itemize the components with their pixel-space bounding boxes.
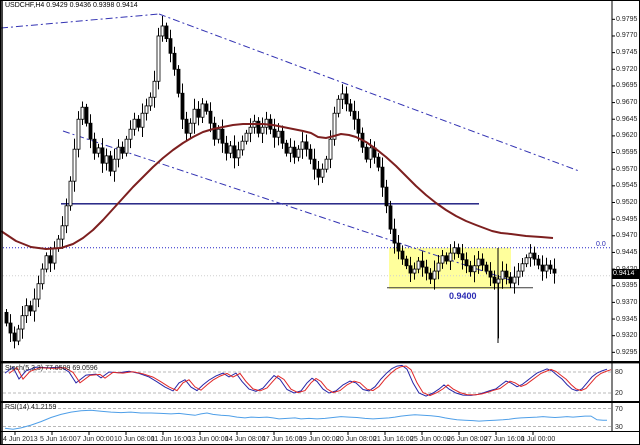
price-tick-label: 0.9670 — [616, 99, 638, 107]
time-axis-label: 20 Jun 08:00 — [336, 436, 377, 443]
price-tick-label: 0.9595 — [616, 149, 638, 157]
rsi-level-label: 70 — [615, 405, 623, 413]
price-tick-label: 0.9695 — [616, 82, 638, 90]
price-tick-label: 0.9545 — [616, 182, 638, 190]
time-axis-label: 4 Jun 2013 — [3, 436, 38, 443]
price-tick-label: 0.9520 — [616, 198, 638, 206]
candles — [4, 15, 557, 349]
stochastic-indicator-label: Stoch(5,3,3) 77.0509 69.0596 — [5, 365, 98, 372]
time-axis-label: 14 Jun 08:00 — [225, 436, 266, 443]
price-tick-label: 0.9345 — [616, 315, 638, 323]
price-tick-label: 0.9745 — [616, 49, 638, 57]
time-axis-label: 1 Jul 00:00 — [521, 436, 556, 443]
stochastic-level-label: 20 — [615, 390, 623, 397]
moving-average-line — [1, 123, 554, 250]
price-level-annotation: 0.9400 — [449, 291, 477, 301]
time-axis-label: 25 Jun 00:00 — [410, 436, 451, 443]
time-axis-label: 21 Jun 16:00 — [373, 436, 414, 443]
stochastic-panel — [3, 364, 612, 397]
price-tick-label: 0.9470 — [616, 232, 638, 240]
price-tick-label: 0.9445 — [616, 248, 638, 256]
time-axis-label: 13 Jun 00:00 — [188, 436, 229, 443]
price-tick-label: 0.9320 — [616, 332, 638, 340]
time-axis-label: 5 Jun 16:00 — [40, 436, 77, 443]
price-tick-label: 0.9645 — [616, 115, 638, 123]
chart-symbol-title: USDCHF,H4 0.9429 0.9436 0.9398 0.9414 — [5, 2, 138, 9]
price-tick-label: 0.9295 — [616, 348, 638, 356]
fib-level-label: 0.0 — [596, 241, 606, 248]
time-axis-label: 7 Jun 00:00 — [77, 436, 114, 443]
time-axis-label: 27 Jun 16:00 — [484, 436, 525, 443]
time-axis-label: 11 Jun 16:00 — [151, 436, 191, 443]
price-tick-label: 0.9495 — [616, 215, 638, 223]
time-axis-label: 26 Jun 08:00 — [447, 436, 488, 443]
price-tick-label: 0.9570 — [616, 165, 638, 173]
horizontal-lines — [3, 203, 611, 289]
price-tick-label: 0.9720 — [616, 65, 638, 73]
time-axis-label: 17 Jun 16:00 — [262, 436, 303, 443]
price-tick-label: 0.9395 — [616, 282, 638, 290]
price-tick-label: 0.9795 — [616, 15, 638, 23]
rsi-panel — [3, 408, 611, 430]
time-axis-label: 19 Jun 00:00 — [299, 436, 340, 443]
price-tick-label: 0.9620 — [616, 132, 638, 140]
price-tick-label: 0.9770 — [616, 32, 638, 40]
stochastic-level-label: 80 — [615, 369, 623, 376]
price-tick-label: 0.9370 — [616, 298, 638, 306]
rsi-indicator-label: RSI(14) 41.2159 — [5, 404, 57, 411]
current-price-tag: 0.9414 — [612, 269, 639, 280]
price-tick-label: 0.9420 — [616, 265, 638, 273]
time-axis-label: 10 Jun 08:00 — [114, 436, 155, 443]
rsi-level-label: 30 — [615, 423, 623, 431]
